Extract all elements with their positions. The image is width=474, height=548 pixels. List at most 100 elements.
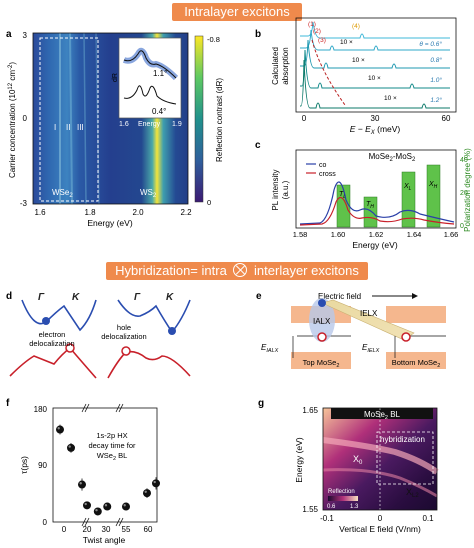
b-scale-3: 10 × <box>368 75 381 82</box>
a-ytick-3: 3 <box>23 31 28 40</box>
d-electron-2: delocalization <box>29 339 74 348</box>
panel-a-markers: I II III <box>54 123 84 132</box>
panel-b-frame <box>295 17 457 113</box>
c-xtick-1: 1.58 <box>293 230 308 239</box>
f-data-point <box>83 501 91 510</box>
c-ylabel-right: Polarization degree (%) <box>463 148 472 232</box>
c-xtick-5: 1.66 <box>444 230 459 239</box>
g-x0: X0 <box>353 454 363 466</box>
c-xtick-4: 1.64 <box>407 230 422 239</box>
panel-letter-b: b <box>255 29 261 40</box>
panel-letter-f: f <box>6 398 10 409</box>
otimes-icon <box>233 263 248 277</box>
g-colorbar <box>328 496 358 501</box>
b-peak-4: (4) <box>352 23 360 30</box>
f-data-point <box>122 502 130 511</box>
a-ytick-neg3: -3 <box>20 199 28 208</box>
a-ylabel: Carrier concentration (1012 cm-2) <box>8 62 17 178</box>
inset-xlabel: Energy <box>138 121 161 128</box>
inset-angle-top: 1.1° <box>153 69 167 78</box>
panel-c-bars <box>336 164 441 228</box>
svg-text:Γ: Γ <box>38 292 45 303</box>
b-scale-1: 10 × <box>340 39 353 46</box>
electron-icon <box>42 317 50 325</box>
g-xlabel: Vertical E field (V/nm) <box>339 524 421 534</box>
panel-b-scale-labels: 10 × 10 × 10 × 10 × <box>340 39 397 102</box>
marker-i: I <box>54 123 56 132</box>
label-ws2: WS2 <box>140 188 157 199</box>
b-scale-2: 10 × <box>352 57 365 64</box>
f-point-highlight <box>123 504 126 507</box>
b-xtick-3: 60 <box>442 114 451 123</box>
panel-b-theta-labels: θ = 0.6° 0.8° 1.0° 1.2° <box>419 40 442 104</box>
field-arrowhead-icon <box>412 293 418 299</box>
inset-angle-bottom: 0.4° <box>152 107 166 116</box>
f-xtick-30: 30 <box>102 525 111 534</box>
panel-f-frame <box>52 407 158 523</box>
a-xtick-3: 2.0 <box>132 208 144 217</box>
f-legend-2: decay time for <box>88 441 136 450</box>
c-title: MoSe2-MoS2 <box>369 152 416 163</box>
panel-letter-c: c <box>255 140 261 151</box>
f-point-highlight <box>95 508 98 512</box>
panel-c-bar-labels: TL TH XL XH <box>339 181 438 210</box>
e-ialx: IALX <box>313 317 331 326</box>
f-point-highlight <box>144 490 147 494</box>
e-bottom-vb <box>386 352 446 369</box>
svg-text:K: K <box>72 292 80 303</box>
g-ylabel: Energy (eV) <box>294 437 304 483</box>
g-xtick-1: -0.1 <box>320 514 334 523</box>
c-ylabel-1: PL intensity <box>271 169 280 210</box>
hole-icon <box>65 343 75 353</box>
f-xtick-55: 55 <box>122 525 131 534</box>
electron-icon <box>168 327 176 335</box>
b-peak-1: (1) <box>308 21 316 28</box>
e-field-label: Electric field <box>318 292 361 301</box>
g-xl2: XL2 <box>406 487 419 499</box>
f-data-point <box>78 480 86 489</box>
a-xtick-2: 1.8 <box>84 208 96 217</box>
b-theta-2: 0.8° <box>430 56 442 64</box>
panel-a-inset: 1.1° 0.4° dR 1.6 Energy 1.9 <box>112 37 182 128</box>
f-data-point <box>56 425 64 434</box>
g-hybridization: hybridization <box>380 435 425 444</box>
f-point-highlight <box>68 445 71 448</box>
svg-text:XH: XH <box>428 181 438 190</box>
f-data-point <box>93 507 102 516</box>
svg-text:Γ: Γ <box>134 292 141 303</box>
panel-letter-e: e <box>256 291 262 302</box>
svg-text:XL: XL <box>403 183 412 192</box>
e-ielx-label: EIELX <box>362 343 380 354</box>
panel-a-colorbar <box>194 35 204 203</box>
a-cbar-top: -0.8 <box>207 35 220 44</box>
c-yr-20: 20 <box>460 190 468 197</box>
b-theta-3: 1.0° <box>430 76 442 84</box>
b-peak-2: (2) <box>313 28 321 35</box>
banner-hyb-pre: Hybridization= intra <box>115 263 227 278</box>
b-ylabel-1: Calculated <box>271 47 280 85</box>
svg-text:TH: TH <box>366 201 374 210</box>
d-hole-2: delocalization <box>101 332 146 341</box>
f-ylabel: τ(ps) <box>19 456 29 474</box>
f-xtick-60: 60 <box>144 525 153 534</box>
c-yr-40: 40 <box>460 157 468 164</box>
e-bottom-cb <box>386 306 446 323</box>
panel-c-cross-curve <box>299 196 455 226</box>
e-ielx: IELX <box>360 309 378 318</box>
panel-c-co-curve <box>299 181 455 225</box>
c-xtick-2: 1.60 <box>331 230 346 239</box>
f-point-highlight <box>79 482 82 485</box>
marker-iii: III <box>77 123 84 132</box>
g-title: MoSe2 BL <box>364 410 401 421</box>
f-point-highlight <box>104 504 108 507</box>
b-theta-1: θ = 0.6° <box>419 40 442 48</box>
f-point-highlight <box>153 480 156 484</box>
g-ytick-1: 1.65 <box>302 406 318 415</box>
f-legend-1: 1s-2p HX <box>96 431 127 440</box>
g-cbar-tick-2: 1.3 <box>350 504 359 510</box>
d-electron-1: electron <box>39 330 66 339</box>
banner-intralayer: Intralayer excitons <box>172 3 302 21</box>
b-ylabel-2: absorption <box>281 47 290 84</box>
panel-g-bands <box>322 437 439 498</box>
